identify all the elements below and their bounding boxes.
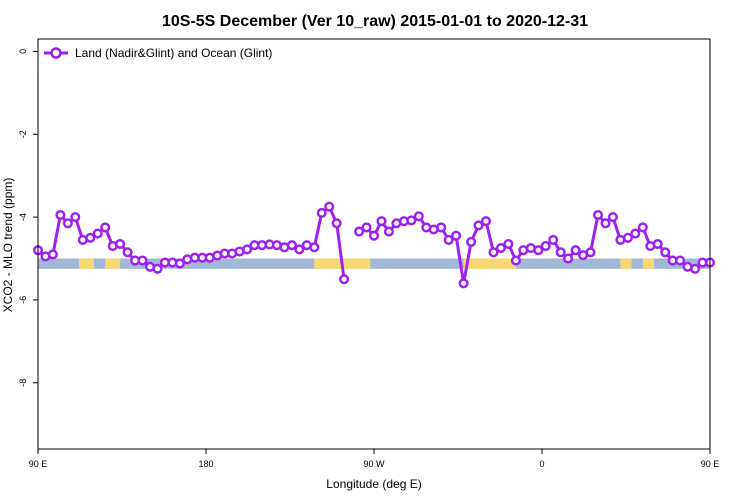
series-layer	[32, 201, 716, 289]
data-point	[637, 222, 648, 233]
data-point	[406, 215, 417, 226]
data-point	[47, 249, 58, 260]
data-point	[585, 247, 596, 258]
data-point	[622, 232, 633, 243]
data-point	[592, 209, 604, 221]
x-tick-label: 90 E	[29, 459, 48, 469]
data-point	[316, 207, 327, 218]
land-band	[620, 258, 632, 269]
data-point	[62, 218, 73, 229]
plot-area	[32, 38, 716, 450]
legend: Land (Nadir&Glint) and Ocean (Glint)	[44, 46, 272, 60]
data-point	[436, 222, 447, 233]
data-point	[92, 228, 103, 239]
land-band	[642, 258, 654, 269]
data-point	[309, 242, 320, 253]
y-tick-label: 0	[18, 49, 28, 54]
data-point	[480, 216, 492, 227]
data-point	[660, 247, 671, 258]
y-tick-label: -8	[18, 379, 28, 387]
data-point	[652, 238, 663, 250]
data-point	[451, 230, 462, 241]
y-axis-label: XCO2 - MLO trend (ppm)	[1, 178, 15, 313]
data-point	[376, 216, 387, 227]
data-point	[495, 243, 506, 254]
data-point	[152, 263, 163, 274]
data-point	[458, 278, 469, 289]
data-point	[331, 218, 342, 229]
data-point	[339, 274, 350, 285]
land-band	[79, 258, 94, 269]
data-point	[607, 212, 618, 223]
x-tick-label: 180	[198, 459, 213, 469]
data-point	[286, 240, 297, 251]
x-axis: 90 E 180 90 W 0 90 E	[29, 449, 720, 469]
data-point	[242, 244, 253, 255]
land-band	[105, 258, 121, 269]
data-point	[563, 253, 574, 264]
chart-title: 10S-5S December (Ver 10_raw) 2015-01-01 …	[162, 13, 588, 30]
x-tick-label: 0	[539, 459, 544, 469]
data-point	[70, 212, 81, 223]
data-point	[115, 238, 126, 250]
data-point	[100, 222, 111, 233]
x-tick-label: 90 E	[701, 459, 720, 469]
data-point	[137, 255, 148, 266]
data-point	[368, 230, 380, 241]
data-point	[466, 236, 477, 247]
data-point	[675, 255, 686, 266]
data-point	[294, 244, 305, 255]
data-point	[555, 247, 566, 258]
data-point	[413, 211, 424, 222]
x-axis-label: Longitude (deg E)	[326, 477, 421, 491]
y-tick-label: -4	[18, 213, 28, 221]
data-point	[548, 234, 559, 245]
data-point	[630, 228, 641, 239]
plot-frame	[37, 38, 711, 450]
data-point	[443, 234, 454, 245]
data-point	[510, 255, 521, 266]
data-point	[174, 258, 185, 269]
data-point	[488, 247, 499, 258]
data-point	[324, 201, 335, 212]
y-tick-label: -2	[18, 130, 28, 138]
data-point	[600, 218, 611, 229]
data-point	[540, 241, 551, 252]
y-tick-label: -6	[18, 296, 28, 304]
data-point	[55, 209, 66, 221]
land-band	[463, 258, 516, 269]
legend-series-name: Land (Nadir&Glint) and Ocean (Glint)	[75, 46, 272, 60]
y-axis: 0 -2 -4 -6 -8	[18, 49, 38, 387]
data-point	[383, 226, 394, 237]
data-point	[570, 245, 581, 256]
data-point	[690, 263, 701, 274]
x-tick-label: 90 W	[363, 459, 385, 469]
data-point	[361, 222, 372, 233]
data-point	[85, 232, 96, 243]
ocean-band	[38, 258, 710, 269]
legend-marker	[50, 47, 62, 59]
data-point	[122, 247, 133, 258]
data-point	[533, 245, 544, 256]
data-point	[473, 220, 484, 231]
data-point	[503, 238, 514, 250]
data-point	[354, 226, 365, 237]
